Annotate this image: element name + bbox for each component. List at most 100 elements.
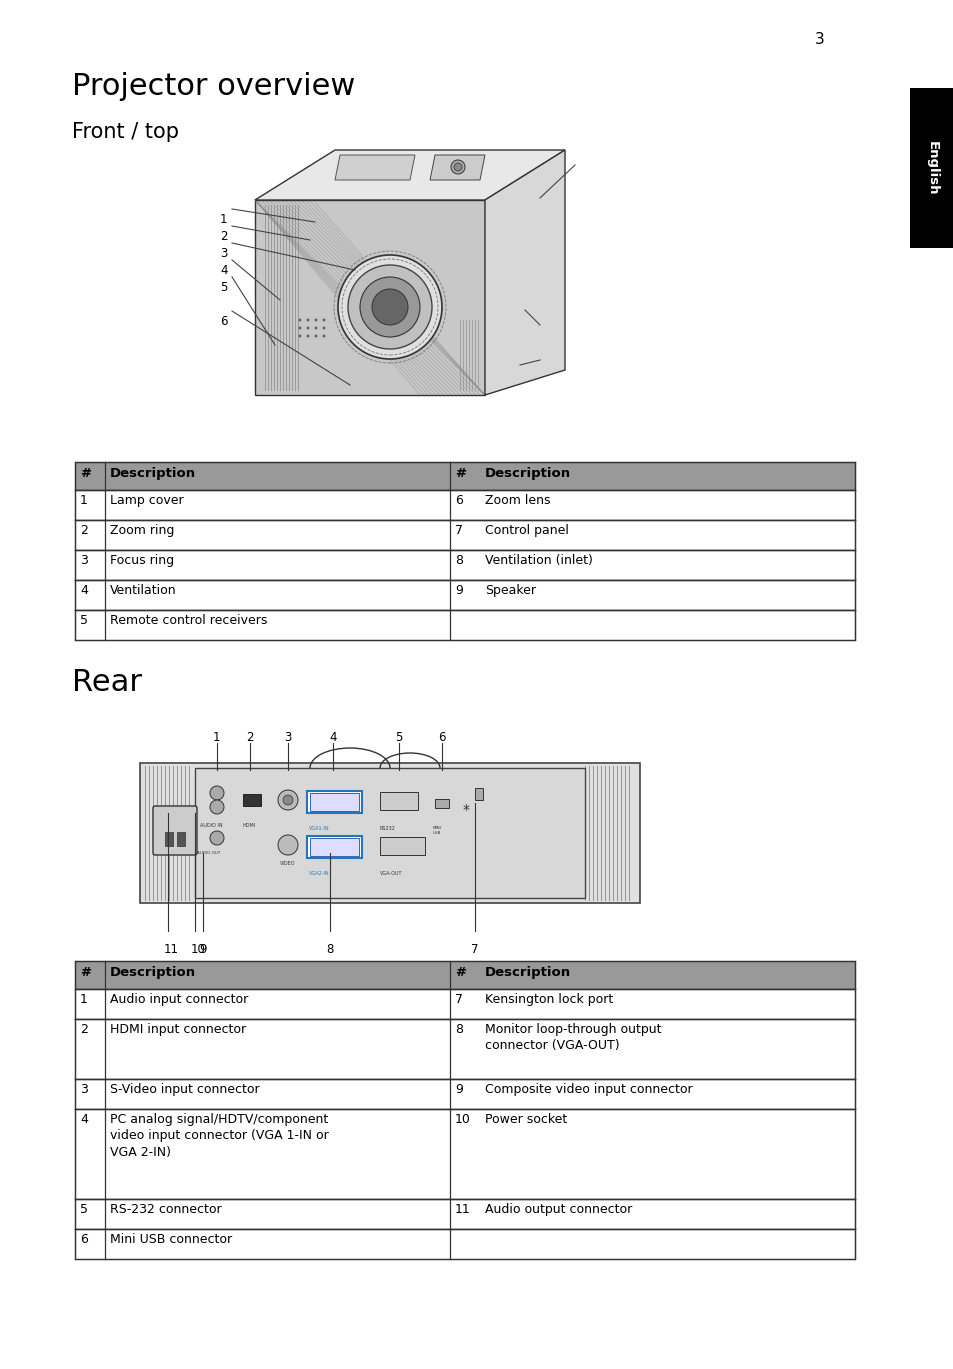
Circle shape <box>314 319 317 322</box>
Text: Projector overview: Projector overview <box>71 73 355 101</box>
Bar <box>310 793 358 810</box>
Text: #: # <box>455 967 465 979</box>
Bar <box>75 961 854 988</box>
Text: 2: 2 <box>80 1023 88 1036</box>
Text: PC analog signal/HDTV/component
video input connector (VGA 1-IN or
VGA 2-IN): PC analog signal/HDTV/component video in… <box>110 1113 329 1160</box>
Text: 11: 11 <box>164 943 179 956</box>
Text: 3: 3 <box>284 731 291 743</box>
Text: 8: 8 <box>455 1023 462 1036</box>
Bar <box>379 793 417 810</box>
Bar <box>75 520 854 550</box>
Circle shape <box>451 160 464 174</box>
Bar <box>75 550 854 580</box>
Text: VIDEO: VIDEO <box>280 861 295 867</box>
Bar <box>307 791 361 813</box>
Bar <box>75 988 854 1019</box>
Text: Remote control receivers: Remote control receivers <box>110 615 267 627</box>
Circle shape <box>372 289 408 324</box>
Text: Ventilation (inlet): Ventilation (inlet) <box>484 554 592 567</box>
Bar <box>165 832 172 846</box>
Text: 2: 2 <box>80 524 88 537</box>
Circle shape <box>306 334 309 338</box>
Bar <box>307 836 361 858</box>
Text: #: # <box>455 467 465 481</box>
Circle shape <box>298 326 301 330</box>
Text: Power socket: Power socket <box>484 1113 567 1125</box>
Text: 3: 3 <box>220 246 227 260</box>
Text: 7: 7 <box>471 943 478 956</box>
Text: 8: 8 <box>326 943 333 956</box>
Text: 9: 9 <box>455 585 462 597</box>
Text: Audio input connector: Audio input connector <box>110 993 248 1006</box>
Text: HDMI input connector: HDMI input connector <box>110 1023 246 1036</box>
Text: *: * <box>462 804 470 817</box>
Circle shape <box>322 319 325 322</box>
Polygon shape <box>335 155 415 179</box>
Bar <box>75 611 854 639</box>
Text: 4: 4 <box>329 731 336 743</box>
Bar <box>75 1079 854 1109</box>
Text: Mini USB connector: Mini USB connector <box>110 1233 232 1246</box>
Bar <box>75 461 854 490</box>
Text: 7: 7 <box>541 199 549 211</box>
Text: 9: 9 <box>541 360 549 372</box>
Circle shape <box>306 326 309 330</box>
Circle shape <box>337 255 441 359</box>
Text: Zoom lens: Zoom lens <box>484 494 550 507</box>
Text: 9: 9 <box>199 943 206 956</box>
Text: 8: 8 <box>455 554 462 567</box>
Bar <box>140 763 639 904</box>
Polygon shape <box>430 155 484 179</box>
Bar <box>177 832 185 846</box>
Text: AUDIO OUT: AUDIO OUT <box>196 852 220 856</box>
Text: 1: 1 <box>220 214 227 226</box>
Circle shape <box>314 334 317 338</box>
Text: AUDIO IN: AUDIO IN <box>200 823 222 828</box>
Text: 6: 6 <box>80 1233 88 1246</box>
Text: 3: 3 <box>80 554 88 567</box>
FancyBboxPatch shape <box>152 806 196 856</box>
Bar <box>435 799 449 808</box>
Text: Kensington lock port: Kensington lock port <box>484 993 613 1006</box>
Bar <box>909 88 953 248</box>
Text: 3: 3 <box>814 31 824 47</box>
Text: #: # <box>80 967 91 979</box>
Text: 10: 10 <box>455 1113 471 1125</box>
Text: 10: 10 <box>191 943 206 956</box>
Text: 5: 5 <box>220 281 227 294</box>
Bar <box>75 1229 854 1259</box>
Text: VGA-OUT: VGA-OUT <box>379 871 402 876</box>
Circle shape <box>283 795 293 805</box>
Bar <box>75 580 854 611</box>
Text: Audio output connector: Audio output connector <box>484 1203 632 1216</box>
Bar <box>75 1019 854 1079</box>
Text: 2: 2 <box>220 230 227 244</box>
Text: Focus ring: Focus ring <box>110 554 174 567</box>
Circle shape <box>322 326 325 330</box>
Text: 4: 4 <box>80 585 88 597</box>
Text: 9: 9 <box>455 1083 462 1097</box>
Text: Control panel: Control panel <box>484 524 568 537</box>
Text: 1: 1 <box>80 494 88 507</box>
Text: 6: 6 <box>220 315 227 329</box>
Text: Monitor loop-through output
connector (VGA-OUT): Monitor loop-through output connector (V… <box>484 1023 660 1053</box>
Circle shape <box>298 319 301 322</box>
Polygon shape <box>254 151 564 200</box>
Circle shape <box>359 277 419 337</box>
Text: Rear: Rear <box>71 668 142 697</box>
Text: 6: 6 <box>437 731 445 743</box>
Text: 2: 2 <box>246 731 253 743</box>
Text: Zoom ring: Zoom ring <box>110 524 174 537</box>
Bar <box>475 789 482 799</box>
Text: S-Video input connector: S-Video input connector <box>110 1083 259 1097</box>
Text: MINI
USB: MINI USB <box>433 826 441 835</box>
Text: English: English <box>924 141 938 196</box>
Text: 4: 4 <box>80 1113 88 1125</box>
Text: 8: 8 <box>541 324 549 338</box>
Circle shape <box>306 319 309 322</box>
Text: 4: 4 <box>220 264 227 277</box>
Text: 6: 6 <box>455 494 462 507</box>
Text: Composite video input connector: Composite video input connector <box>484 1083 692 1097</box>
Bar <box>75 1199 854 1229</box>
Bar <box>75 490 854 520</box>
